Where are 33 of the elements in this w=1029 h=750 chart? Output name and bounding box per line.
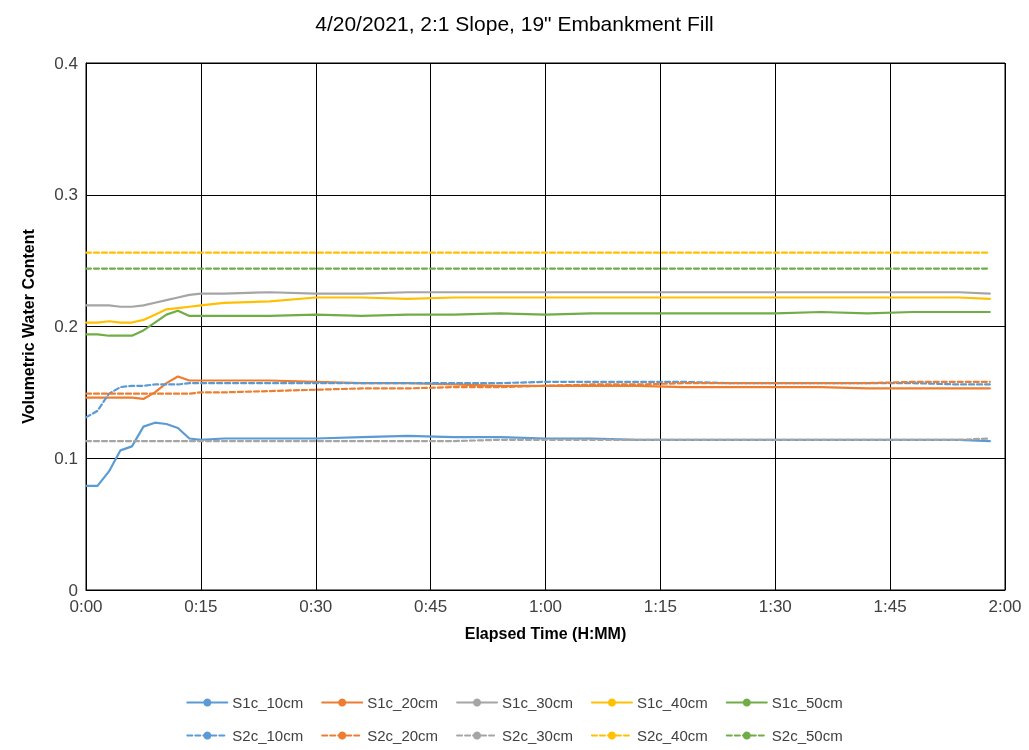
legend-label: S1c_20cm <box>367 694 439 711</box>
y-tick-label: 0.1 <box>54 448 78 468</box>
x-tick-label: 2:00 <box>988 597 1022 616</box>
x-tick-label: 1:15 <box>643 597 677 616</box>
legend-label: S2c_10cm <box>232 727 304 744</box>
x-tick-label: 1:30 <box>758 597 792 616</box>
legend-label: S2c_30cm <box>502 727 573 744</box>
x-tick-label: 0:45 <box>414 597 448 616</box>
x-tick-label: 0:30 <box>299 597 333 616</box>
y-tick-label: 0.2 <box>54 317 78 336</box>
legend-label: S1c_50cm <box>771 694 843 711</box>
x-axis-title: Elapsed Time (H:MM) <box>464 624 627 642</box>
x-tick-label: 1:00 <box>528 597 563 616</box>
legend-label: S1c_10cm <box>232 694 304 711</box>
legend-label: S2c_50cm <box>771 727 843 744</box>
chart-title: 4/20/2021, 2:1 Slope, 19" Embankment Fill <box>315 12 714 35</box>
x-tick-label: 0:00 <box>69 597 103 616</box>
line-series <box>84 421 991 488</box>
y-tick-label: 0.4 <box>54 53 78 73</box>
x-tick-label: 1:45 <box>873 597 907 616</box>
legend-label: S2c_40cm <box>636 727 708 744</box>
legend-label: S1c_30cm <box>502 694 573 711</box>
y-tick-label: 0.3 <box>54 185 78 205</box>
line-series <box>84 291 991 308</box>
legend-label: S1c_40cm <box>636 694 708 711</box>
line-series <box>84 375 991 401</box>
line-series <box>84 296 991 324</box>
y-tick-label: 0 <box>68 580 78 600</box>
line-series <box>84 380 991 419</box>
legend-label: S2c_20cm <box>367 727 439 744</box>
x-tick-label: 0:15 <box>184 597 218 616</box>
line-series <box>84 309 991 337</box>
y-axis-title: Volumetric Water Content <box>19 228 37 424</box>
